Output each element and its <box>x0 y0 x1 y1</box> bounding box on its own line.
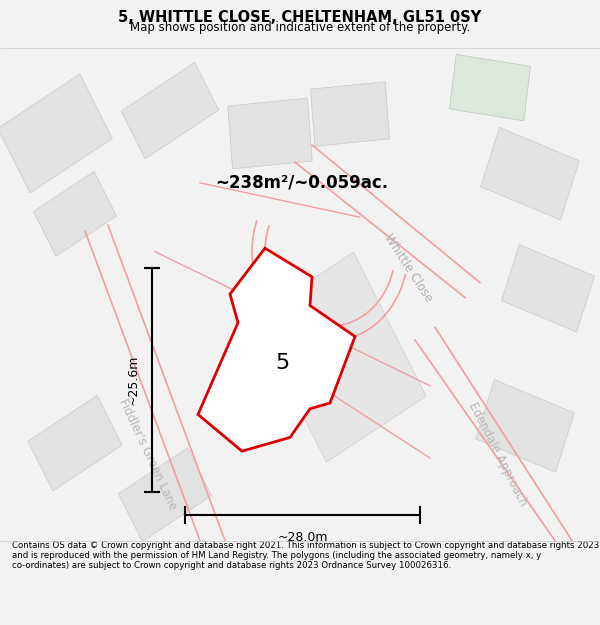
Text: ~28.0m: ~28.0m <box>277 531 328 544</box>
Bar <box>118 448 212 541</box>
Bar <box>254 252 426 462</box>
Bar <box>28 396 122 491</box>
Bar <box>476 379 574 472</box>
Polygon shape <box>198 248 355 451</box>
Text: 5: 5 <box>275 353 289 373</box>
Bar <box>228 98 312 169</box>
Bar <box>0 74 112 193</box>
Text: 5, WHITTLE CLOSE, CHELTENHAM, GL51 0SY: 5, WHITTLE CLOSE, CHELTENHAM, GL51 0SY <box>118 11 482 26</box>
Text: Contains OS data © Crown copyright and database right 2021. This information is : Contains OS data © Crown copyright and d… <box>12 541 599 571</box>
Text: Edendale Approach: Edendale Approach <box>466 401 530 509</box>
Bar <box>502 244 595 332</box>
Bar <box>449 54 530 121</box>
Bar <box>121 62 219 159</box>
Text: Fiddler's Green Lane: Fiddler's Green Lane <box>116 397 179 512</box>
Text: ~238m²/~0.059ac.: ~238m²/~0.059ac. <box>215 174 388 192</box>
Text: Whittle Close: Whittle Close <box>381 231 435 304</box>
Bar <box>481 127 580 220</box>
Text: Map shows position and indicative extent of the property.: Map shows position and indicative extent… <box>130 21 470 34</box>
Bar <box>310 82 389 146</box>
Bar <box>34 171 116 256</box>
Text: ~25.6m: ~25.6m <box>127 355 140 405</box>
